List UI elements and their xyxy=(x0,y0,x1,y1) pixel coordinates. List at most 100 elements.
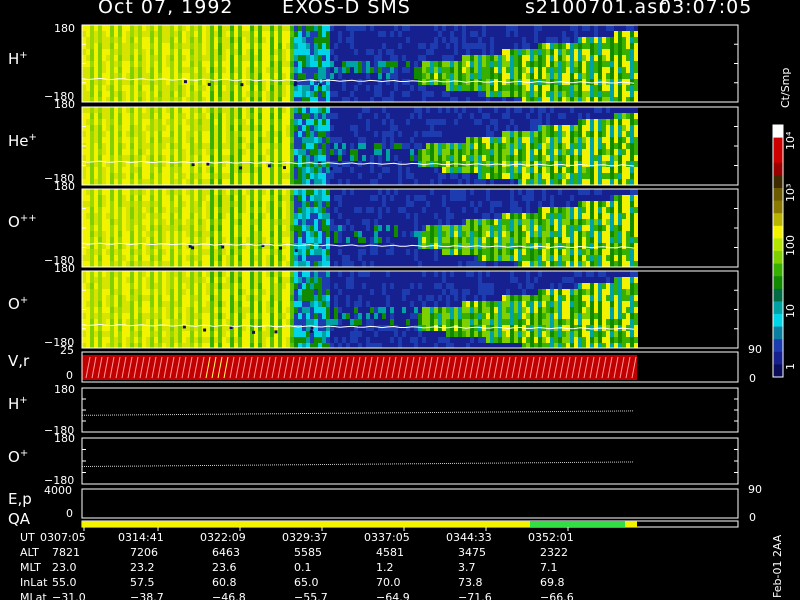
spectrogram-cell xyxy=(206,91,210,97)
spectrogram-cell xyxy=(166,255,170,261)
spectrogram-cell xyxy=(318,231,322,237)
spectrogram-cell xyxy=(326,85,330,91)
spectrogram-cell xyxy=(246,161,250,167)
spectrogram-cell xyxy=(310,243,314,249)
spectrogram-cell xyxy=(590,91,594,97)
spectrogram-cell xyxy=(478,237,482,243)
spectrogram-cell xyxy=(546,97,550,102)
spectrogram-cell xyxy=(450,261,454,267)
spectrogram-cell xyxy=(366,189,370,195)
spectrogram-cell xyxy=(590,137,594,143)
spectrogram-cell xyxy=(614,173,618,179)
spectrogram-cell xyxy=(82,213,86,219)
spectrogram-cell xyxy=(410,213,414,219)
spectrogram-cell xyxy=(466,237,470,243)
spectrogram-cell xyxy=(630,173,634,179)
spectrogram-cell xyxy=(282,213,286,219)
spectrogram-cell xyxy=(202,113,206,119)
spectrogram-cell xyxy=(630,143,634,149)
spectrogram-cell xyxy=(178,61,182,67)
spectrogram-cell xyxy=(574,173,578,179)
spectrogram-cell xyxy=(234,137,238,143)
spectrogram-cell xyxy=(398,91,402,97)
spectrogram-cell xyxy=(482,43,486,49)
spectrogram-cell xyxy=(486,213,490,219)
spectrogram-cell xyxy=(330,49,334,55)
spectrogram-cell xyxy=(206,25,210,31)
spectrogram-cell xyxy=(334,207,338,213)
spectrogram-cell xyxy=(522,37,526,43)
spectrogram-cell xyxy=(230,195,234,201)
spectrogram-cell xyxy=(462,189,466,195)
spectrogram-cell xyxy=(226,125,230,131)
spectrogram-cell xyxy=(502,85,506,91)
spectrogram-cell xyxy=(262,37,266,43)
spectrogram-cell xyxy=(510,31,514,37)
spectrogram-cell xyxy=(462,31,466,37)
spectrogram-cell xyxy=(406,67,410,73)
spectrogram-cell xyxy=(434,261,438,267)
spectrogram-cell xyxy=(546,167,550,173)
spectrogram-cell xyxy=(434,97,438,102)
spectrogram-cell xyxy=(186,119,190,125)
spectrogram-cell xyxy=(434,195,438,201)
spectrogram-cell xyxy=(338,107,342,113)
spectrogram-cell xyxy=(358,149,362,155)
spectrogram-cell xyxy=(218,237,222,243)
spectrogram-cell xyxy=(462,25,466,31)
spectrogram-cell xyxy=(454,237,458,243)
spectrogram-cell xyxy=(142,125,146,131)
spectrogram-cell xyxy=(410,107,414,113)
spectrogram-cell xyxy=(454,91,458,97)
spectrogram-cell xyxy=(246,131,250,137)
spectrogram-cell xyxy=(118,61,122,67)
spectrogram-cell xyxy=(202,161,206,167)
spectrogram-cell xyxy=(622,149,626,155)
spectrogram-cell xyxy=(594,37,598,43)
spectrogram-cell xyxy=(270,61,274,67)
spectrogram-cell xyxy=(514,119,518,125)
spectrogram-cell xyxy=(214,61,218,67)
spectrogram-cell xyxy=(614,97,618,102)
spectrogram-cell xyxy=(614,161,618,167)
spectrogram-cell xyxy=(286,125,290,131)
spectrogram-cell xyxy=(582,173,586,179)
spectrogram-cell xyxy=(154,249,158,255)
spectrogram-cell xyxy=(510,149,514,155)
spectrogram-cell xyxy=(562,97,566,102)
spectrogram-cell xyxy=(558,131,562,137)
spectrogram-cell xyxy=(194,131,198,137)
spectrogram-cell xyxy=(282,249,286,255)
spectrogram-cell xyxy=(394,61,398,67)
spectrogram-cell xyxy=(258,231,262,237)
spectrogram-cell xyxy=(374,91,378,97)
spectrogram-cell xyxy=(246,225,250,231)
spectrogram-cell xyxy=(254,55,258,61)
spectrogram-cell xyxy=(502,167,506,173)
spectrogram-cell xyxy=(114,231,118,237)
spectrogram-cell xyxy=(278,67,282,73)
spectrogram-cell xyxy=(610,119,614,125)
spectrogram-cell xyxy=(410,31,414,37)
spectrogram-cell xyxy=(474,67,478,73)
spectrogram-cell xyxy=(542,149,546,155)
spectrogram-cell xyxy=(314,107,318,113)
spectrogram-cell xyxy=(398,97,402,102)
spectrogram-cell xyxy=(426,119,430,125)
spectrogram-cell xyxy=(586,67,590,73)
spectrogram-cell xyxy=(422,31,426,37)
spectrogram-cell xyxy=(490,31,494,37)
spectrogram-cell xyxy=(114,25,118,31)
spectrogram-cell xyxy=(534,131,538,137)
spectrogram-cell xyxy=(382,155,386,161)
spectrogram-cell xyxy=(426,219,430,225)
spectrogram-cell xyxy=(318,237,322,243)
spectrogram-cell xyxy=(318,167,322,173)
spectrogram-cell xyxy=(610,85,614,91)
spectrogram-cell xyxy=(318,255,322,261)
spectrogram-cell xyxy=(450,73,454,79)
spectrogram-cell xyxy=(90,55,94,61)
spectrogram-cell xyxy=(314,207,318,213)
spectrogram-cell xyxy=(306,261,310,267)
spectrogram-cell xyxy=(622,61,626,67)
